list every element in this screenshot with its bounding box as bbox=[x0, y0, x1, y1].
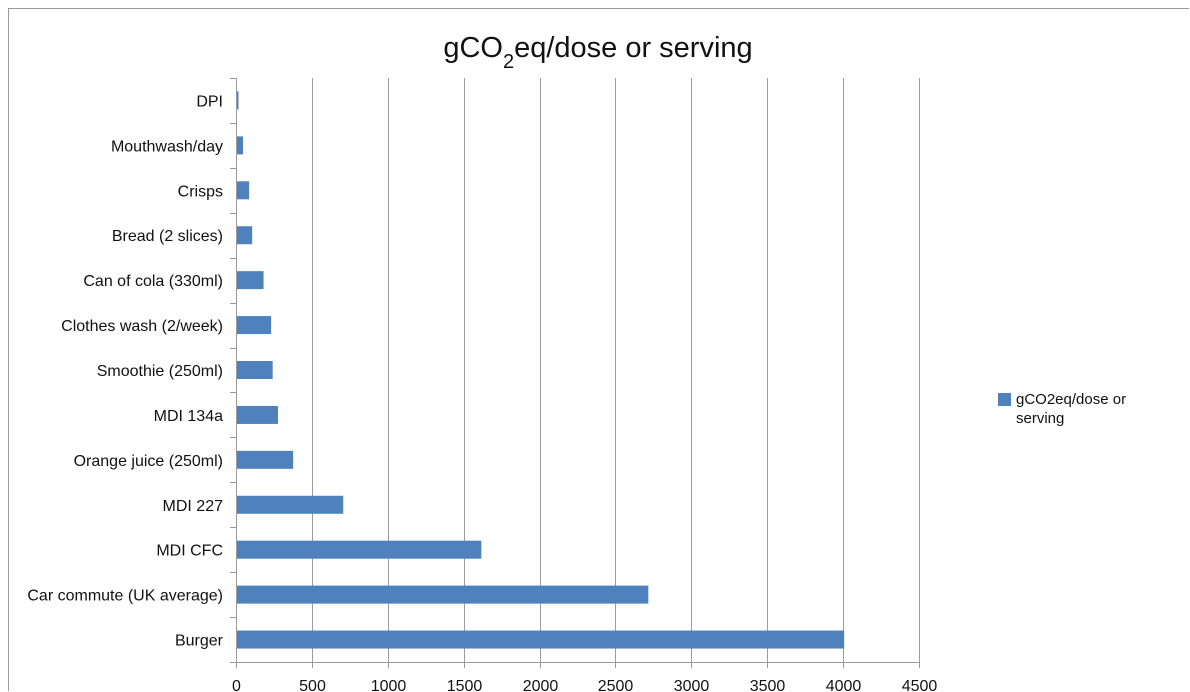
category-label: MDI 227 bbox=[163, 498, 224, 515]
bar bbox=[237, 585, 649, 604]
category-label: Orange juice (250ml) bbox=[74, 453, 223, 470]
bar bbox=[237, 226, 253, 245]
category-label: Smoothie (250ml) bbox=[97, 363, 223, 380]
x-tick-label: 1000 bbox=[371, 678, 407, 692]
bar bbox=[237, 271, 264, 290]
category-label: MDI CFC bbox=[156, 543, 223, 560]
x-tick-label: 500 bbox=[299, 678, 326, 692]
category-label: Crisps bbox=[178, 183, 223, 200]
bar bbox=[237, 316, 272, 335]
x-tick-labels: 0 500 1000 1500 2000 2500 3000 3500 4000 4500 bbox=[232, 678, 937, 692]
category-label: Bread (2 slices) bbox=[112, 228, 223, 245]
bar bbox=[237, 181, 250, 200]
chart-title-rest: eq/dose or serving bbox=[514, 32, 753, 64]
x-tick-label: 2000 bbox=[523, 678, 559, 692]
x-tick-label: 1500 bbox=[447, 678, 483, 692]
x-tick-label: 2500 bbox=[598, 678, 634, 692]
legend: gCO2eq/dose or serving bbox=[998, 390, 1178, 428]
bar bbox=[237, 136, 244, 155]
bars bbox=[237, 91, 845, 649]
axes bbox=[230, 78, 919, 663]
category-label: MDI 134a bbox=[154, 408, 223, 425]
chart-frame bbox=[8, 8, 1189, 691]
bar bbox=[237, 540, 482, 559]
bar bbox=[237, 450, 294, 469]
category-labels: DPI Mouthwash/day Crisps Bread (2 slices) Ca… bbox=[27, 93, 223, 649]
chart-title-main: gCO bbox=[443, 32, 503, 64]
bar bbox=[237, 495, 344, 514]
category-label: Car commute (UK average) bbox=[27, 588, 223, 605]
gridlines bbox=[236, 78, 920, 668]
x-tick-label: 4000 bbox=[826, 678, 862, 692]
bar bbox=[237, 405, 278, 424]
category-label: Burger bbox=[175, 633, 224, 650]
x-tick-label: 0 bbox=[232, 678, 241, 692]
category-label: DPI bbox=[196, 93, 223, 110]
bar bbox=[237, 361, 273, 379]
chart-title: gCO2eq/dose or serving bbox=[443, 32, 752, 73]
legend-label: gCO2eq/dose or serving bbox=[1016, 391, 1127, 427]
category-label: Can of cola (330ml) bbox=[83, 273, 223, 290]
bar bbox=[237, 91, 239, 110]
x-tick-label: 3000 bbox=[674, 678, 710, 692]
x-tick-label: 4500 bbox=[902, 678, 938, 692]
x-tick-label: 3500 bbox=[750, 678, 786, 692]
bar bbox=[237, 630, 845, 649]
chart-title-subscript: 2 bbox=[503, 51, 514, 73]
category-label: Mouthwash/day bbox=[111, 138, 223, 155]
legend-swatch bbox=[998, 393, 1011, 406]
category-label: Clothes wash (2/week) bbox=[61, 318, 223, 335]
